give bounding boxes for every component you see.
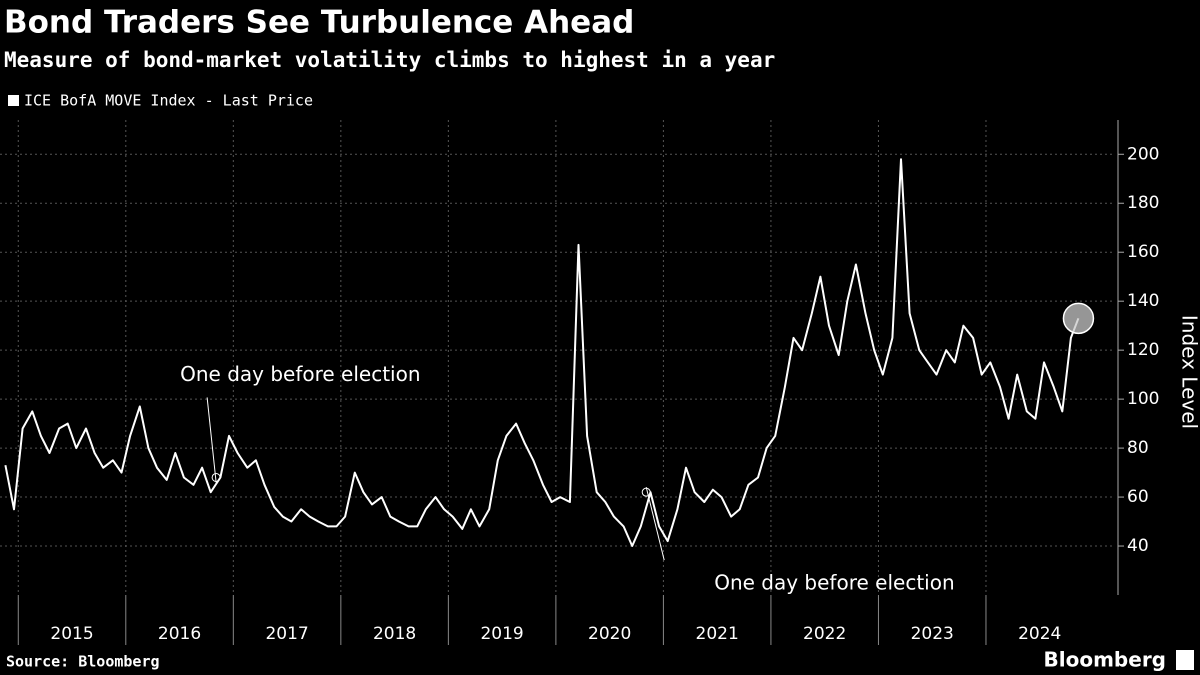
y-tick-label: 120 — [1127, 340, 1159, 360]
annotation-arrow — [645, 487, 665, 561]
highlight — [1062, 302, 1095, 335]
y-tick-label: 100 — [1127, 389, 1159, 409]
x-tick-label: 2021 — [696, 624, 739, 644]
y-tick-label: 40 — [1127, 536, 1149, 556]
x-tick-label: 2015 — [50, 624, 93, 644]
brand-icon — [1176, 650, 1194, 670]
brand: Bloomberg — [1044, 648, 1166, 672]
x-tick-label: 2023 — [911, 624, 954, 644]
y-tick-label: 160 — [1127, 242, 1159, 262]
x-tick-label: 2019 — [480, 624, 523, 644]
data-line — [4, 158, 1080, 547]
chart-subtitle: Measure of bond-market volatility climbs… — [4, 48, 775, 72]
y-tick-label: 80 — [1127, 438, 1149, 458]
annotation-arrow — [206, 397, 217, 483]
chart-title: Bond Traders See Turbulence Ahead — [4, 5, 634, 41]
x-tick-label: 2017 — [265, 624, 308, 644]
annotation-text: One day before election — [714, 571, 954, 595]
x-tick-label: 2016 — [158, 624, 201, 644]
legend-label: ICE BofA MOVE Index - Last Price — [24, 92, 313, 110]
annotation-text: One day before election — [180, 362, 420, 386]
x-tick-label: 2022 — [803, 624, 846, 644]
y-axis-title: Index Level — [1178, 315, 1200, 429]
y-tick-label: 140 — [1127, 291, 1159, 311]
y-tick-label: 180 — [1127, 193, 1159, 213]
legend-swatch — [8, 95, 19, 106]
source: Source: Bloomberg — [6, 653, 160, 671]
y-tick-label: 60 — [1127, 487, 1149, 507]
x-tick-label: 2024 — [1018, 624, 1061, 644]
x-tick-label: 2018 — [373, 624, 416, 644]
x-tick-label: 2020 — [588, 624, 631, 644]
y-tick-label: 200 — [1127, 144, 1159, 164]
